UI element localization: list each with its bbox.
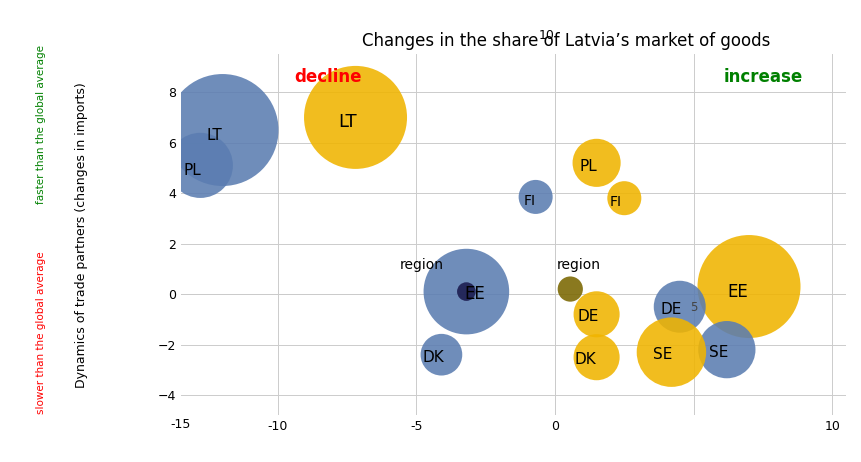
Title: Changes in the share of Latvia’s market of goods: Changes in the share of Latvia’s market … xyxy=(362,32,771,50)
Point xyxy=(349,114,362,121)
Text: SE: SE xyxy=(709,345,728,360)
Point xyxy=(665,348,678,356)
Text: FI: FI xyxy=(610,195,622,209)
Point xyxy=(590,310,604,318)
Point xyxy=(672,303,686,310)
Text: SE: SE xyxy=(653,347,672,362)
Text: 10: 10 xyxy=(539,29,555,42)
Text: region: region xyxy=(400,258,444,272)
Point xyxy=(460,288,474,295)
Text: faster than the global average: faster than the global average xyxy=(36,45,46,204)
Text: 5: 5 xyxy=(690,302,697,315)
Point xyxy=(460,288,474,295)
Text: LT: LT xyxy=(338,114,356,132)
Text: EE: EE xyxy=(464,285,485,303)
Text: PL: PL xyxy=(579,159,598,174)
Text: LT: LT xyxy=(207,128,222,143)
Point xyxy=(742,283,756,290)
Point xyxy=(215,126,229,134)
Text: PL: PL xyxy=(183,163,201,178)
Text: DK: DK xyxy=(422,350,444,365)
Point xyxy=(529,193,542,201)
Point xyxy=(435,351,449,359)
Text: DE: DE xyxy=(660,302,682,317)
Point xyxy=(720,346,734,353)
Point xyxy=(617,195,631,202)
Text: increase: increase xyxy=(723,68,802,86)
Point xyxy=(590,159,604,166)
Text: EE: EE xyxy=(728,283,748,301)
Text: slower than the global average: slower than the global average xyxy=(36,251,46,414)
Point xyxy=(590,353,604,361)
Text: DK: DK xyxy=(574,352,597,367)
Y-axis label: Dynamics of trade partners (changes in imports): Dynamics of trade partners (changes in i… xyxy=(75,82,89,388)
Text: DE: DE xyxy=(578,310,599,324)
Text: region: region xyxy=(556,258,601,272)
Point xyxy=(563,286,577,293)
Text: -15: -15 xyxy=(170,418,191,431)
Text: decline: decline xyxy=(294,68,362,86)
Point xyxy=(194,162,208,169)
Text: FI: FI xyxy=(524,194,536,208)
